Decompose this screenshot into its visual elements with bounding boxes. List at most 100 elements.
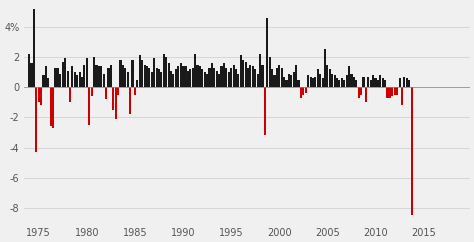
Bar [33, 9, 35, 87]
Bar [146, 66, 148, 87]
Bar [336, 78, 338, 87]
Bar [305, 87, 307, 93]
Bar [403, 77, 405, 87]
Bar [218, 74, 220, 87]
Bar [163, 54, 165, 87]
Bar [235, 69, 237, 87]
Bar [310, 77, 311, 87]
Bar [228, 72, 230, 87]
Bar [57, 68, 59, 87]
Bar [334, 75, 336, 87]
Bar [93, 57, 95, 87]
Bar [300, 87, 302, 98]
Bar [363, 77, 365, 87]
Bar [35, 87, 37, 152]
Bar [165, 57, 167, 87]
Bar [175, 69, 177, 87]
Bar [327, 65, 328, 87]
Bar [353, 77, 355, 87]
Bar [134, 87, 136, 95]
Bar [74, 72, 76, 87]
Bar [247, 68, 249, 87]
Bar [119, 60, 121, 87]
Bar [256, 74, 259, 87]
Bar [298, 80, 300, 87]
Bar [285, 80, 288, 87]
Bar [406, 78, 408, 87]
Bar [389, 87, 391, 98]
Bar [30, 63, 33, 87]
Bar [66, 71, 69, 87]
Bar [112, 87, 114, 110]
Bar [295, 65, 297, 87]
Bar [173, 74, 174, 87]
Bar [100, 66, 102, 87]
Bar [338, 80, 340, 87]
Bar [40, 87, 42, 105]
Bar [374, 78, 376, 87]
Bar [201, 69, 203, 87]
Bar [292, 72, 295, 87]
Bar [396, 87, 398, 95]
Bar [240, 55, 242, 87]
Bar [64, 59, 66, 87]
Bar [278, 65, 280, 87]
Bar [86, 59, 88, 87]
Bar [47, 78, 49, 87]
Bar [168, 63, 170, 87]
Bar [410, 87, 413, 215]
Bar [264, 87, 266, 136]
Bar [350, 74, 353, 87]
Bar [55, 68, 56, 87]
Bar [131, 60, 134, 87]
Bar [151, 72, 153, 87]
Bar [242, 60, 244, 87]
Bar [394, 87, 396, 95]
Bar [182, 66, 184, 87]
Bar [223, 63, 225, 87]
Bar [276, 68, 278, 87]
Bar [71, 66, 73, 87]
Bar [184, 66, 187, 87]
Bar [365, 87, 367, 102]
Bar [170, 71, 172, 87]
Bar [148, 68, 150, 87]
Bar [266, 18, 268, 87]
Bar [127, 72, 129, 87]
Bar [348, 66, 350, 87]
Bar [191, 68, 194, 87]
Bar [124, 68, 127, 87]
Bar [343, 80, 345, 87]
Bar [288, 74, 290, 87]
Bar [115, 87, 117, 119]
Bar [281, 68, 283, 87]
Bar [88, 87, 90, 125]
Bar [269, 57, 271, 87]
Bar [290, 75, 292, 87]
Bar [76, 75, 78, 87]
Bar [312, 78, 314, 87]
Bar [377, 80, 379, 87]
Bar [379, 75, 382, 87]
Bar [355, 80, 357, 87]
Bar [324, 49, 326, 87]
Bar [110, 65, 112, 87]
Bar [155, 68, 158, 87]
Bar [28, 54, 30, 87]
Bar [129, 87, 131, 114]
Bar [50, 87, 52, 126]
Bar [194, 54, 196, 87]
Bar [249, 65, 252, 87]
Bar [220, 66, 223, 87]
Bar [137, 80, 138, 87]
Bar [245, 61, 246, 87]
Bar [254, 69, 256, 87]
Bar [237, 74, 239, 87]
Bar [187, 71, 189, 87]
Bar [177, 66, 179, 87]
Bar [180, 63, 182, 87]
Bar [158, 69, 160, 87]
Bar [367, 77, 369, 87]
Bar [160, 72, 163, 87]
Bar [386, 87, 389, 98]
